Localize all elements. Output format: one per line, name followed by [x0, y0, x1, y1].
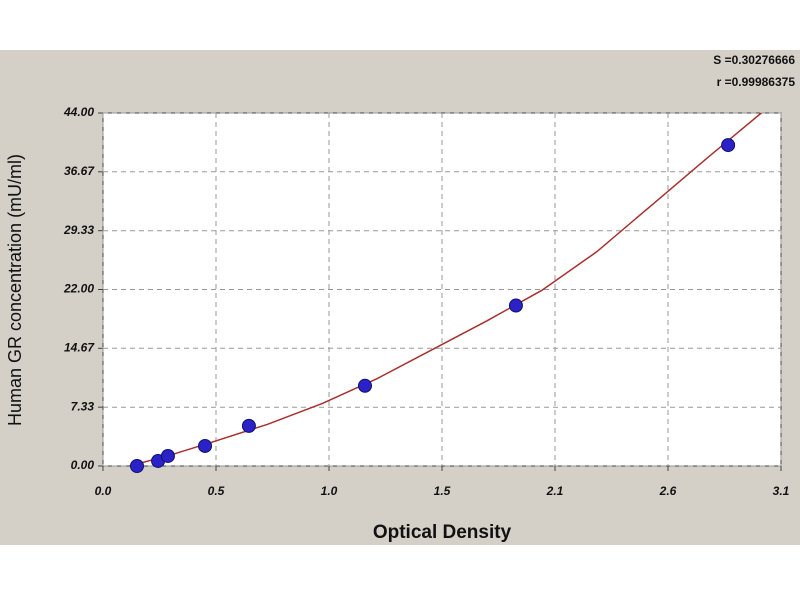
fit-curve	[129, 113, 763, 466]
y-tick-label: 44.00	[63, 105, 94, 119]
data-point	[721, 138, 736, 153]
x-tick-label: 3.1	[773, 484, 790, 498]
y-tick-label: 14.67	[64, 340, 95, 354]
x-tick-label: 2.1	[546, 484, 564, 498]
data-point	[508, 298, 523, 313]
y-tick-label: 0.00	[71, 458, 95, 472]
y-tick-label: 7.33	[71, 399, 95, 413]
data-point	[160, 448, 175, 463]
y-tick-label: 22.00	[63, 282, 94, 296]
data-point	[357, 378, 372, 393]
y-axis-label: Human GR concentration (mU/ml)	[5, 154, 25, 426]
y-tick-label: 29.33	[63, 223, 94, 237]
x-tick-label: 0.0	[95, 484, 112, 498]
x-axis-label: Optical Density	[373, 522, 512, 543]
x-tick-label: 1.0	[321, 484, 338, 498]
x-tick-label: 0.5	[208, 484, 225, 498]
x-tick-label: 2.6	[659, 484, 677, 498]
data-point	[198, 438, 213, 453]
y-tick-label: 36.67	[64, 164, 95, 178]
annotation: S =0.30276666	[713, 53, 795, 67]
data-point	[130, 459, 145, 473]
annotation: r =0.99986375	[717, 75, 796, 89]
x-tick-label: 1.5	[434, 484, 451, 498]
data-point	[241, 418, 256, 433]
